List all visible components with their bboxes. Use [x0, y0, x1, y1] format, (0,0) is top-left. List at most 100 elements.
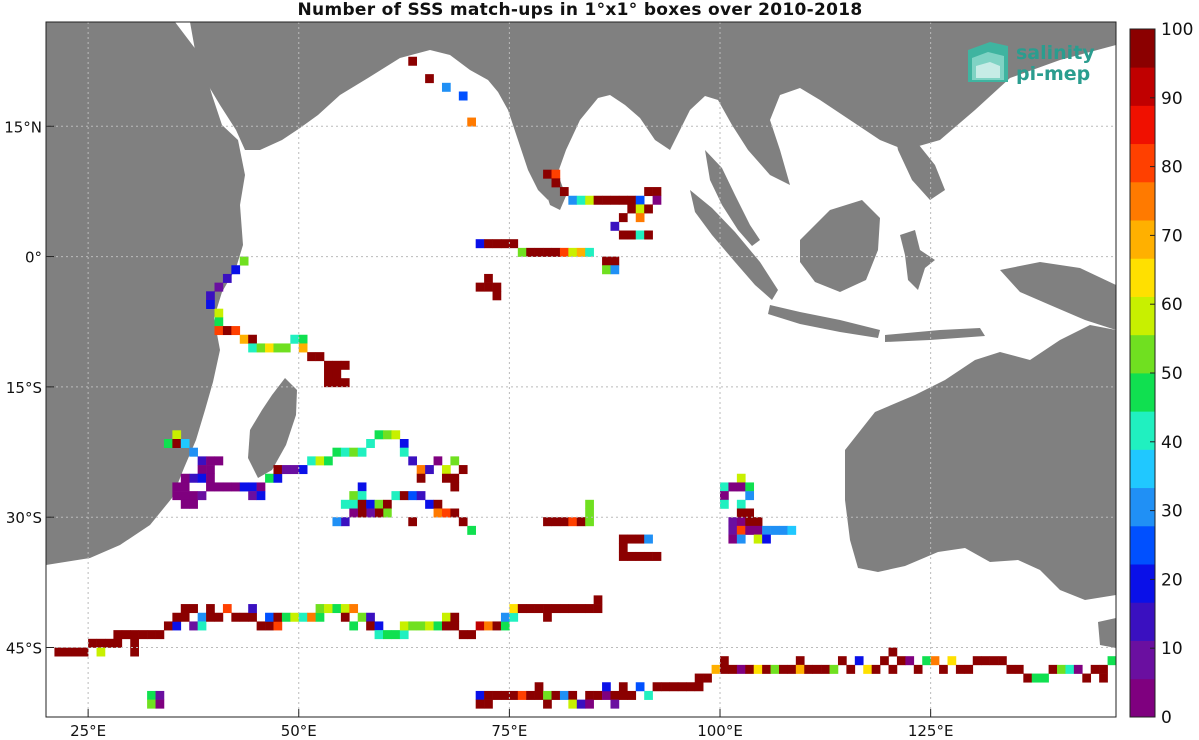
waves-icon: [968, 42, 1008, 82]
matchup-cell: [147, 699, 156, 709]
colorbar-tick-label: 10: [1161, 639, 1183, 659]
matchup-cell: [467, 630, 476, 640]
matchup-cell: [694, 682, 704, 692]
matchup-cell: [534, 690, 544, 700]
matchup-cell: [829, 664, 839, 674]
matchup-cell: [618, 213, 628, 223]
matchup-cell: [534, 682, 544, 692]
colorbar: [1129, 28, 1156, 718]
lon-tick-label: 25°E: [70, 722, 106, 740]
matchup-cell: [180, 604, 190, 614]
matchup-cell: [104, 638, 114, 648]
matchup-cell: [130, 630, 139, 640]
matchup-cell: [896, 656, 906, 666]
matchup-cell: [686, 682, 696, 692]
logo-line2: pi-mep: [1016, 63, 1090, 85]
matchup-cell: [172, 612, 182, 622]
madagascar-landmass: [248, 378, 297, 478]
matchup-cell: [214, 326, 224, 336]
matchup-cell: [736, 525, 746, 535]
colorbar-segment: [1130, 487, 1155, 527]
matchup-cell: [433, 456, 443, 466]
matchup-cell: [450, 473, 460, 483]
matchup-cell: [635, 204, 645, 214]
matchup-cell: [484, 239, 493, 249]
matchup-cell: [492, 291, 502, 301]
matchup-cell: [863, 664, 872, 674]
matchup-cell: [585, 517, 594, 527]
matchup-cell: [610, 265, 620, 275]
matchup-cell: [206, 456, 215, 466]
matchup-cell: [484, 621, 493, 631]
matchup-cell: [458, 517, 468, 527]
lat-tick-label: 30°S: [6, 509, 42, 527]
matchup-cell: [492, 239, 502, 249]
colorbar-segment: [1130, 181, 1155, 221]
matchup-cell: [787, 664, 797, 674]
matchup-cell: [475, 282, 485, 292]
colorbar-segment: [1130, 29, 1155, 68]
matchup-cell: [492, 690, 502, 700]
matchup-cell: [340, 499, 350, 509]
matchup-cell: [130, 647, 139, 657]
matchup-cell: [1107, 656, 1116, 666]
sumatra-landmass: [690, 190, 778, 300]
matchup-cell: [265, 343, 274, 353]
matchup-cell: [728, 525, 738, 535]
matchup-cell: [273, 473, 283, 483]
matchup-cell: [661, 682, 670, 692]
matchup-cell: [349, 447, 359, 457]
matchup-cell: [644, 204, 653, 214]
matchup-cell: [635, 213, 645, 223]
matchup-cell: [340, 378, 350, 388]
matchup-cell: [644, 690, 653, 700]
matchup-cell: [147, 630, 156, 640]
matchup-cell: [627, 551, 637, 561]
matchup-cell: [340, 604, 350, 614]
matchup-cell: [366, 621, 375, 631]
colorbar-segment: [1130, 373, 1155, 412]
matchup-cell: [981, 656, 990, 666]
matchup-cell: [180, 473, 190, 483]
logo: salinity pi-mep: [968, 42, 1095, 85]
new-guinea-landmass: [1000, 262, 1116, 330]
colorbar-segment: [1130, 334, 1155, 374]
matchup-cell: [273, 343, 283, 353]
matchup-cell: [298, 465, 308, 475]
australia-landmass: [845, 325, 1116, 600]
matchup-cell: [543, 517, 552, 527]
matchup-cell: [475, 699, 485, 709]
matchup-cell: [677, 682, 687, 692]
matchup-cell: [206, 465, 215, 475]
matchup-cell: [644, 187, 653, 197]
matchup-cell: [602, 256, 611, 266]
matchup-cell: [728, 517, 738, 527]
matchup-cell: [54, 647, 64, 657]
matchup-cell: [214, 317, 224, 327]
matchup-cell: [602, 690, 611, 700]
matchup-cell: [239, 482, 249, 492]
matchup-cell: [180, 612, 190, 622]
matchup-cell: [273, 621, 283, 631]
map-title: Number of SSS match-ups in 1°x1° boxes o…: [297, 0, 863, 20]
matchup-cell: [509, 612, 519, 622]
matchup-cell: [239, 612, 249, 622]
matchup-cell: [1023, 673, 1033, 683]
matchup-cell: [534, 604, 544, 614]
lat-tick-label: 15°S: [6, 379, 42, 397]
matchup-cell: [416, 465, 426, 475]
matchup-cell: [416, 621, 426, 631]
matchup-cell: [222, 326, 232, 336]
matchup-cell: [720, 482, 729, 492]
matchup-cell: [383, 499, 392, 509]
matchup-cell: [618, 534, 628, 544]
matchup-cell: [837, 656, 847, 666]
matchup-cell: [627, 534, 637, 544]
matchup-cell: [644, 534, 653, 544]
matchup-cell: [720, 491, 729, 501]
matchup-cell: [627, 204, 637, 214]
matchup-cell: [509, 604, 519, 614]
lat-tick-label: 15°N: [4, 118, 42, 136]
matchup-cell: [1031, 673, 1041, 683]
matchup-cell: [652, 195, 662, 205]
